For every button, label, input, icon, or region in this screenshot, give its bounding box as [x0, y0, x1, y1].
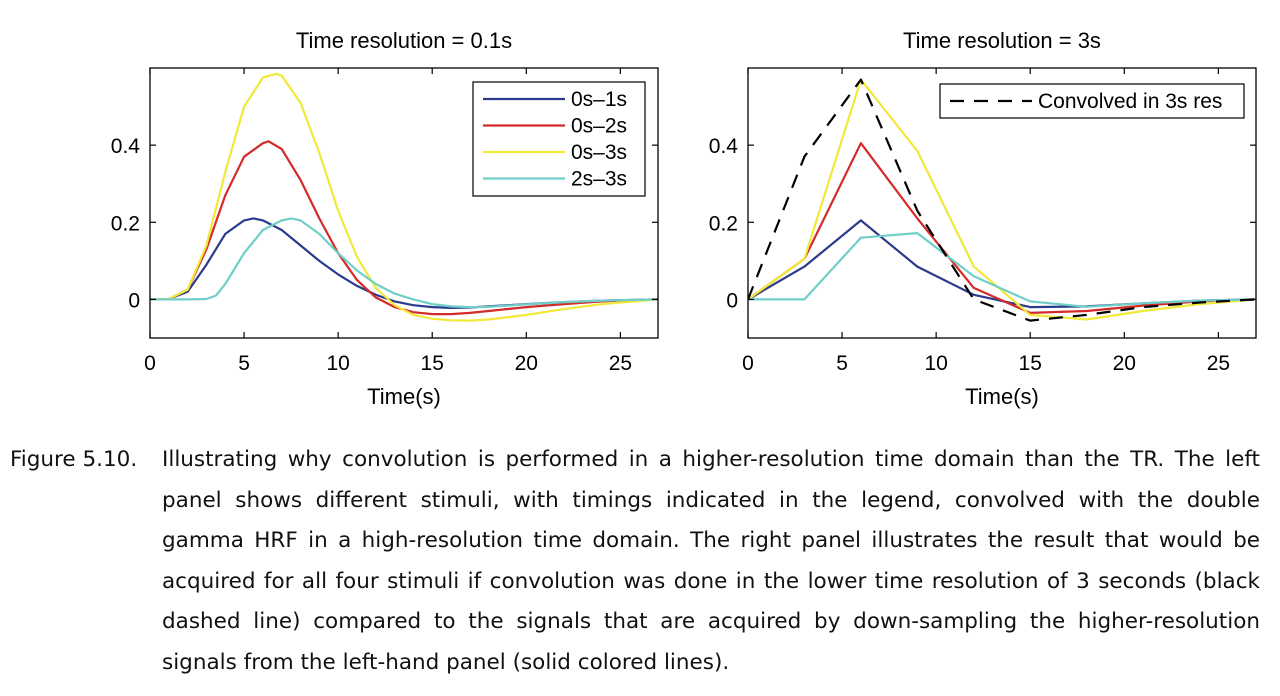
series-group — [748, 78, 1256, 322]
y-tick-label: 0 — [726, 289, 738, 312]
series-line-4 — [150, 217, 658, 309]
chart-title: Time resolution = 3s — [903, 28, 1101, 53]
figure-caption: Figure 5.10. Illustrating why convolutio… — [10, 440, 1260, 683]
x-tick-label: 0 — [144, 352, 156, 375]
series-line-1 — [150, 217, 658, 309]
plots-svg: Time resolution = 0.1s0 5 10 15 20 2500.20.4T… — [111, 28, 1257, 409]
x-tick-label: 20 — [1113, 352, 1136, 375]
chart-title: Time resolution = 0.1s — [296, 28, 512, 53]
series-line-1 — [748, 219, 1256, 309]
series-line-2 — [748, 142, 1256, 314]
legend: 0s–1s 0s–2s 0s–3s 2s–3s — [472, 81, 646, 197]
figure-label: Figure 5.10. — [10, 447, 138, 472]
series-line-3 — [150, 72, 658, 322]
series-line-4 — [748, 232, 1256, 308]
legend: Convolved in 3s res — [939, 83, 1245, 119]
plot-frame — [149, 67, 659, 339]
legend-box — [939, 83, 1245, 119]
x-tick-label: 25 — [1207, 352, 1230, 375]
legend-label: 0s–3s — [571, 141, 627, 164]
caption-text: Illustrating why convolution is performe… — [162, 447, 1260, 675]
x-tick-label: 25 — [609, 352, 632, 375]
series-line-3 — [748, 78, 1256, 321]
x-axis-label: Time(s) — [367, 384, 441, 409]
series-line-5 — [748, 78, 1256, 322]
series-line-2 — [150, 140, 658, 316]
legend-label: 0s–1s — [571, 88, 627, 111]
y-tick-label: 0.2 — [709, 212, 738, 235]
chart-panel-1: Time resolution = 0.1s 0 5 10 15 20 25 0 0.2 0.4 T… — [111, 28, 659, 409]
legend-label: 2s–3s — [571, 168, 627, 191]
y-tick-label: 0.4 — [709, 135, 739, 158]
x-tick-label: 20 — [515, 352, 538, 375]
x-tick-label: 15 — [1019, 352, 1042, 375]
x-tick-label: 10 — [924, 352, 947, 375]
legend-label: 0s–2s — [571, 115, 627, 138]
x-tick-label: 10 — [326, 352, 349, 375]
y-tick-label: 0.2 — [111, 212, 140, 235]
x-tick-label: 5 — [238, 352, 250, 375]
plot-frame — [747, 67, 1257, 339]
legend-box — [472, 81, 646, 197]
x-tick-label: 0 — [742, 352, 754, 375]
figure-plots: Time resolution = 0.1s 0 5 10 15 20 25 0 0.2 0.4 T… — [111, 28, 1257, 409]
legend-label: Convolved in 3s res — [1038, 90, 1222, 113]
x-tick-label: 15 — [421, 352, 444, 375]
series-group — [150, 72, 658, 322]
y-tick-label: 0.4 — [111, 135, 141, 158]
chart-panel-2: Time resolution = 3s 0 5 10 15 20 25 0 0.2 0.4 Tim… — [709, 28, 1257, 409]
y-tick-label: 0 — [128, 289, 140, 312]
x-axis-label: Time(s) — [965, 384, 1039, 409]
x-tick-label: 5 — [836, 352, 848, 375]
